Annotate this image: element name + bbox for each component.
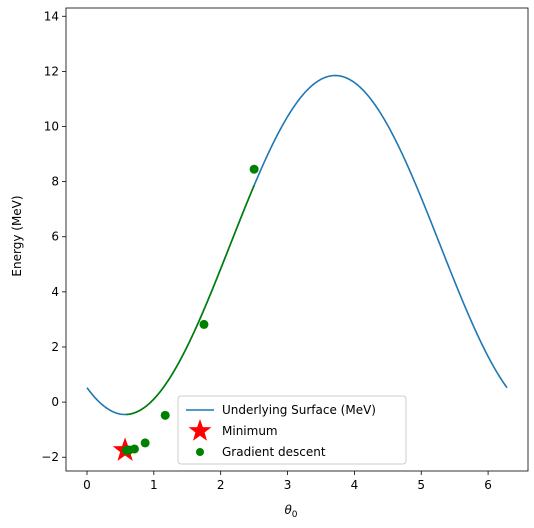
x-axis-label-subscript: 0	[292, 510, 298, 520]
plot-frame	[65, 7, 529, 472]
y-axis-label: Energy (MeV)	[10, 195, 24, 276]
y-tick-label: 2	[51, 340, 59, 354]
x-tick-label: 3	[284, 478, 292, 492]
surface-curve	[86, 74, 508, 416]
plot-area	[86, 74, 508, 461]
x-tick-label: 4	[351, 478, 359, 492]
legend: Underlying Surface (MeV) Minimum Gradien…	[177, 395, 407, 465]
descent-point-1	[199, 319, 209, 329]
y-tick-label: 12	[44, 64, 59, 78]
y-tick-label: 4	[51, 285, 59, 299]
y-tick-label: 6	[51, 230, 59, 244]
legend-box	[177, 395, 407, 465]
legend-minimum-swatch	[188, 419, 212, 441]
y-tick-label: 10	[44, 120, 59, 134]
x-axis-label-main: θ	[284, 503, 292, 517]
y-tick-label: 0	[51, 395, 59, 409]
descent-point-3	[140, 438, 150, 448]
legend-descent-swatch	[196, 448, 204, 456]
descent-point-2	[160, 410, 170, 420]
x-tick-label: 0	[83, 478, 91, 492]
y-tick-label: −2	[41, 450, 59, 464]
x-axis-label: θ0	[284, 503, 297, 520]
y-tick-label: 8	[51, 175, 59, 189]
legend-surface-label: Underlying Surface (MeV)	[222, 403, 376, 417]
descent-path	[126, 185, 255, 416]
descent-point-6	[121, 445, 131, 455]
x-tick-label: 2	[217, 478, 225, 492]
legend-minimum-label: Minimum	[222, 424, 278, 438]
y-tick-label: 14	[44, 9, 59, 23]
x-tick-label: 6	[484, 478, 492, 492]
descent-point-0	[249, 164, 259, 174]
x-tick-label: 1	[150, 478, 158, 492]
x-tick-label: 5	[417, 478, 425, 492]
legend-descent-label: Gradient descent	[222, 445, 326, 459]
